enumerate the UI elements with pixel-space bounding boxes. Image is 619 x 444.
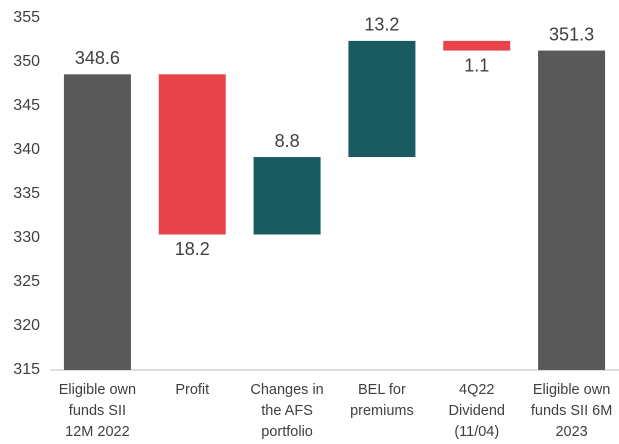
x-tick-label-line: 4Q22 [459, 382, 494, 398]
x-tick-label: 4Q22 Dividend (11/04) [449, 382, 505, 440]
y-tick-label: 340 [13, 141, 40, 158]
value-label: 8.8 [275, 131, 300, 151]
x-tick-label-line: Eligible own [533, 382, 610, 398]
x-tick-label-line: 2023 [555, 424, 587, 440]
x-tick-label: BEL for premiums [350, 382, 414, 419]
x-tick-label-line: Changes in [250, 382, 323, 398]
bar [348, 40, 416, 158]
bar [443, 40, 511, 51]
x-tick-label-line: the AFS [261, 403, 313, 419]
x-tick-label-line: (11/04) [454, 424, 499, 440]
value-label: 18.2 [175, 239, 210, 259]
x-tick-label: Profit [175, 382, 209, 398]
x-tick-label-line: Profit [175, 382, 209, 398]
y-tick-label: 335 [13, 185, 40, 202]
bar [538, 50, 606, 371]
value-label: 348.6 [75, 48, 120, 68]
x-tick-label-line: funds SII [69, 403, 126, 419]
value-label: 351.3 [549, 24, 594, 44]
value-label: 1.1 [464, 55, 489, 75]
y-tick-label: 320 [13, 317, 40, 334]
bar [253, 157, 321, 235]
y-tick-label: 330 [13, 229, 40, 246]
y-tick-label: 325 [13, 273, 40, 290]
x-tick-label-line: BEL for [358, 382, 406, 398]
x-tick-label-line: premiums [350, 403, 414, 419]
x-tick-label-line: funds SII 6M [531, 403, 612, 419]
bar [158, 74, 226, 235]
x-tick-label: Eligible own funds SII 6M 2023 [531, 382, 612, 440]
bar [63, 74, 131, 370]
y-tick-label: 345 [13, 97, 40, 114]
x-tick-label-line: 12M 2022 [65, 424, 130, 440]
x-tick-label-line: Dividend [449, 403, 505, 419]
x-tick-label-line: portfolio [261, 424, 313, 440]
y-tick-label: 355 [13, 9, 40, 26]
x-tick-label: Changes in the AFS portfolio [250, 382, 323, 440]
value-label: 13.2 [364, 15, 399, 35]
y-tick-label: 350 [13, 53, 40, 70]
x-tick-label-line: Eligible own [59, 382, 136, 398]
y-tick-label: 315 [13, 361, 40, 378]
x-tick-label: Eligible own funds SII 12M 2022 [59, 382, 136, 440]
